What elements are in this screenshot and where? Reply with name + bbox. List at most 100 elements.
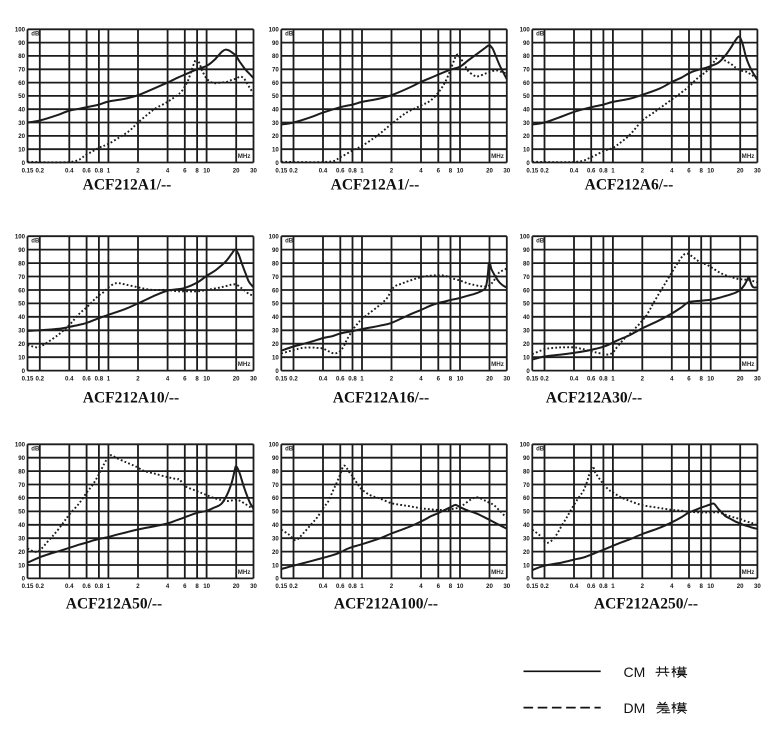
svg-text:10: 10: [18, 562, 25, 569]
svg-text:4: 4: [670, 583, 674, 590]
svg-text:90: 90: [18, 247, 25, 254]
svg-text:20: 20: [737, 167, 744, 174]
svg-text:0.15: 0.15: [22, 583, 34, 590]
svg-text:0.2: 0.2: [289, 167, 298, 174]
svg-text:100: 100: [269, 27, 280, 34]
svg-text:10: 10: [523, 562, 530, 569]
svg-text:90: 90: [523, 455, 530, 462]
svg-text:0: 0: [526, 368, 530, 375]
svg-text:40: 40: [523, 522, 530, 529]
svg-text:60: 60: [18, 495, 25, 502]
svg-text:70: 70: [523, 67, 530, 74]
svg-text:20: 20: [523, 133, 530, 140]
svg-text:dB: dB: [31, 238, 40, 244]
svg-text:8: 8: [700, 583, 704, 590]
svg-text:20: 20: [18, 341, 25, 348]
svg-text:80: 80: [18, 53, 25, 60]
svg-text:MHz: MHz: [742, 569, 755, 576]
svg-text:30: 30: [250, 583, 257, 590]
svg-text:0.8: 0.8: [599, 583, 608, 590]
svg-text:70: 70: [272, 482, 279, 489]
svg-text:100: 100: [15, 442, 26, 449]
svg-text:6: 6: [437, 167, 441, 174]
svg-text:100: 100: [269, 234, 280, 241]
svg-text:dB: dB: [536, 32, 545, 38]
svg-text:8: 8: [700, 167, 704, 174]
svg-text:2: 2: [390, 583, 394, 590]
svg-text:20: 20: [272, 133, 279, 140]
svg-text:30: 30: [272, 536, 279, 543]
svg-text:50: 50: [523, 509, 530, 516]
svg-text:30: 30: [754, 583, 761, 590]
svg-text:4: 4: [166, 375, 170, 382]
svg-text:10: 10: [457, 375, 464, 382]
svg-text:60: 60: [18, 287, 25, 294]
svg-text:MHz: MHz: [491, 569, 504, 576]
svg-text:0: 0: [22, 160, 26, 167]
svg-text:20: 20: [523, 341, 530, 348]
svg-text:30: 30: [523, 120, 530, 127]
svg-text:0.15: 0.15: [275, 167, 287, 174]
svg-text:0.15: 0.15: [22, 375, 34, 382]
svg-text:0.6: 0.6: [587, 167, 596, 174]
svg-text:0.8: 0.8: [95, 583, 104, 590]
svg-text:60: 60: [272, 287, 279, 294]
svg-text:0: 0: [275, 368, 279, 375]
svg-text:30: 30: [523, 328, 530, 335]
svg-text:0.2: 0.2: [540, 583, 549, 590]
svg-text:0.8: 0.8: [95, 375, 104, 382]
svg-text:0.6: 0.6: [336, 375, 345, 382]
svg-text:80: 80: [272, 260, 279, 267]
svg-text:8: 8: [195, 167, 199, 174]
svg-text:0: 0: [526, 576, 530, 583]
svg-text:50: 50: [272, 509, 279, 516]
svg-text:90: 90: [18, 40, 25, 47]
svg-text:90: 90: [18, 455, 25, 462]
svg-text:MHz: MHz: [742, 361, 755, 368]
svg-text:20: 20: [272, 549, 279, 556]
svg-text:6: 6: [437, 375, 441, 382]
svg-text:MHz: MHz: [238, 569, 251, 576]
svg-text:50: 50: [18, 509, 25, 516]
svg-text:20: 20: [737, 375, 744, 382]
svg-text:80: 80: [523, 468, 530, 475]
svg-text:10: 10: [707, 375, 714, 382]
svg-text:60: 60: [523, 80, 530, 87]
svg-text:20: 20: [486, 167, 493, 174]
svg-text:50: 50: [18, 93, 25, 100]
svg-text:0.4: 0.4: [319, 167, 328, 174]
svg-text:10: 10: [18, 147, 25, 154]
svg-text:20: 20: [523, 549, 530, 556]
svg-text:30: 30: [503, 375, 510, 382]
svg-text:0.8: 0.8: [599, 375, 608, 382]
svg-text:30: 30: [754, 375, 761, 382]
svg-text:0.8: 0.8: [599, 167, 608, 174]
svg-text:10: 10: [707, 583, 714, 590]
svg-text:ACF212A10/--: ACF212A10/--: [83, 390, 179, 407]
svg-text:ACF212A50/--: ACF212A50/--: [66, 596, 162, 613]
svg-text:30: 30: [523, 536, 530, 543]
svg-text:70: 70: [18, 67, 25, 74]
svg-text:CM: CM: [624, 664, 646, 680]
svg-text:0.4: 0.4: [319, 375, 328, 382]
svg-text:0.2: 0.2: [540, 167, 549, 174]
svg-text:6: 6: [183, 375, 187, 382]
svg-text:30: 30: [272, 120, 279, 127]
svg-text:0.15: 0.15: [275, 583, 287, 590]
svg-text:1: 1: [360, 375, 364, 382]
svg-text:4: 4: [670, 375, 674, 382]
svg-text:70: 70: [18, 482, 25, 489]
svg-text:70: 70: [523, 274, 530, 281]
svg-text:10: 10: [203, 375, 210, 382]
svg-text:100: 100: [520, 442, 531, 449]
svg-text:0.4: 0.4: [65, 167, 74, 174]
svg-text:6: 6: [687, 167, 691, 174]
svg-text:1: 1: [107, 583, 111, 590]
svg-text:1: 1: [360, 583, 364, 590]
svg-text:30: 30: [18, 536, 25, 543]
svg-text:0.8: 0.8: [348, 583, 357, 590]
svg-text:8: 8: [449, 167, 453, 174]
svg-text:40: 40: [523, 314, 530, 321]
svg-text:40: 40: [18, 314, 25, 321]
svg-text:0.6: 0.6: [336, 167, 345, 174]
